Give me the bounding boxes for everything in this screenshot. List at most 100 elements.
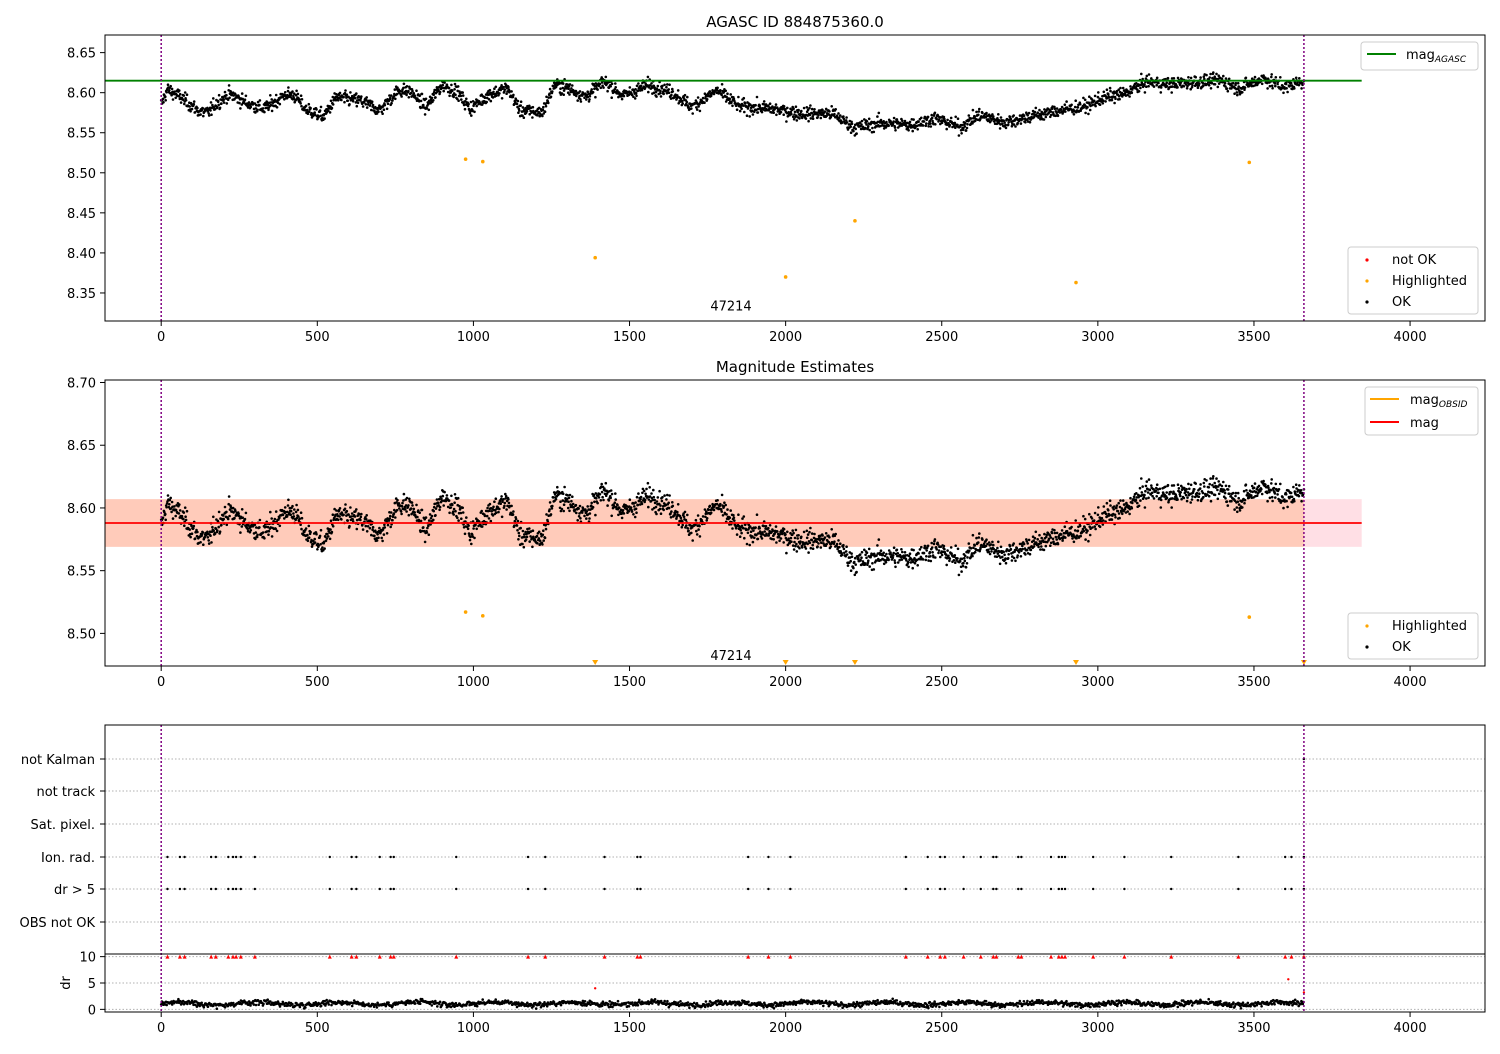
ok-point: [894, 566, 897, 569]
ok-point: [332, 103, 335, 106]
ok-point: [256, 534, 259, 537]
ok-point: [657, 85, 660, 88]
ok-point: [707, 508, 710, 511]
highlighted-point: [464, 157, 468, 161]
ok-point: [1057, 543, 1060, 546]
ok-point: [275, 510, 278, 513]
ok-point: [381, 112, 384, 115]
ok-point: [389, 526, 392, 529]
ok-point: [893, 117, 896, 120]
ok-point: [305, 527, 308, 530]
ok-point: [1131, 507, 1134, 510]
ok-point: [518, 532, 521, 535]
ok-point: [515, 518, 518, 521]
ok-point: [737, 96, 740, 99]
ok-point: [949, 557, 952, 560]
ok-point: [373, 535, 376, 538]
ok-point: [297, 93, 300, 96]
ok-point: [743, 515, 746, 518]
ok-point: [1159, 488, 1162, 491]
ok-point: [892, 557, 895, 560]
ok-point: [330, 100, 333, 103]
ok-point: [1073, 113, 1076, 116]
ok-point: [386, 108, 389, 111]
ok-point: [609, 85, 612, 88]
ok-point: [812, 117, 815, 120]
ok-point: [611, 83, 614, 86]
ok-point: [1190, 77, 1193, 80]
ok-point: [851, 123, 854, 126]
ok-point: [1151, 82, 1154, 85]
ok-point: [390, 94, 393, 97]
ok-point: [1089, 534, 1092, 537]
ok-point: [850, 569, 853, 572]
ok-point: [907, 566, 910, 569]
ok-point: [793, 541, 796, 544]
ok-point: [284, 91, 287, 94]
ok-point: [648, 486, 651, 489]
ok-point: [1117, 502, 1120, 505]
ok-point: [887, 559, 890, 562]
ok-point: [1191, 495, 1194, 498]
ok-point: [756, 96, 759, 99]
highlighted-point: [1247, 161, 1251, 165]
ok-point: [274, 518, 277, 521]
ok-point: [1271, 87, 1274, 90]
ok-point: [911, 130, 914, 133]
ok-point: [600, 499, 603, 502]
ok-point: [757, 111, 760, 114]
ok-point: [551, 505, 554, 508]
ok-point: [972, 547, 975, 550]
ok-point: [1228, 493, 1231, 496]
ok-point: [1106, 88, 1109, 91]
ok-point: [168, 503, 171, 506]
ok-point: [590, 88, 593, 91]
ok-point: [816, 545, 819, 548]
ok-point: [207, 539, 210, 542]
ok-point: [668, 507, 671, 510]
ok-point: [189, 110, 192, 113]
legend-not-ok: not OK: [1392, 253, 1437, 268]
ok-point: [188, 105, 191, 108]
ok-point: [348, 103, 351, 106]
ok-point: [1083, 106, 1086, 109]
ok-point: [668, 494, 671, 497]
ok-point: [1243, 502, 1246, 505]
ok-point: [1245, 489, 1248, 492]
ok-point: [1183, 497, 1186, 500]
ok-point: [1043, 533, 1046, 536]
ok-point: [396, 93, 399, 96]
ok-point: [988, 541, 991, 544]
ok-point: [528, 527, 531, 530]
ok-point: [939, 556, 942, 559]
ok-point: [1082, 97, 1085, 100]
ok-point: [842, 115, 845, 118]
ok-point: [861, 551, 864, 554]
ok-point: [446, 494, 449, 497]
ok-point: [173, 505, 176, 508]
ok-point: [740, 107, 743, 110]
x-tick-label: 3500: [1237, 330, 1270, 345]
ok-point: [668, 83, 671, 86]
ok-point: [576, 519, 579, 522]
ok-point: [208, 542, 211, 545]
ok-point: [559, 87, 562, 90]
ok-point: [971, 555, 974, 558]
ok-point: [462, 94, 465, 97]
ok-point: [421, 93, 424, 96]
ok-point: [893, 559, 896, 562]
ok-point: [1235, 82, 1238, 85]
ok-point: [342, 96, 345, 99]
ok-point: [1138, 505, 1141, 508]
ok-point: [897, 552, 900, 555]
ok-point: [435, 507, 438, 510]
ok-point: [485, 101, 488, 104]
ok-point: [594, 96, 597, 99]
ok-point: [1109, 90, 1112, 93]
ok-point: [753, 537, 756, 540]
ok-point: [1024, 121, 1027, 124]
ok-point: [650, 82, 653, 85]
ok-point: [501, 97, 504, 100]
ok-point: [523, 536, 526, 539]
ok-point: [188, 528, 191, 531]
